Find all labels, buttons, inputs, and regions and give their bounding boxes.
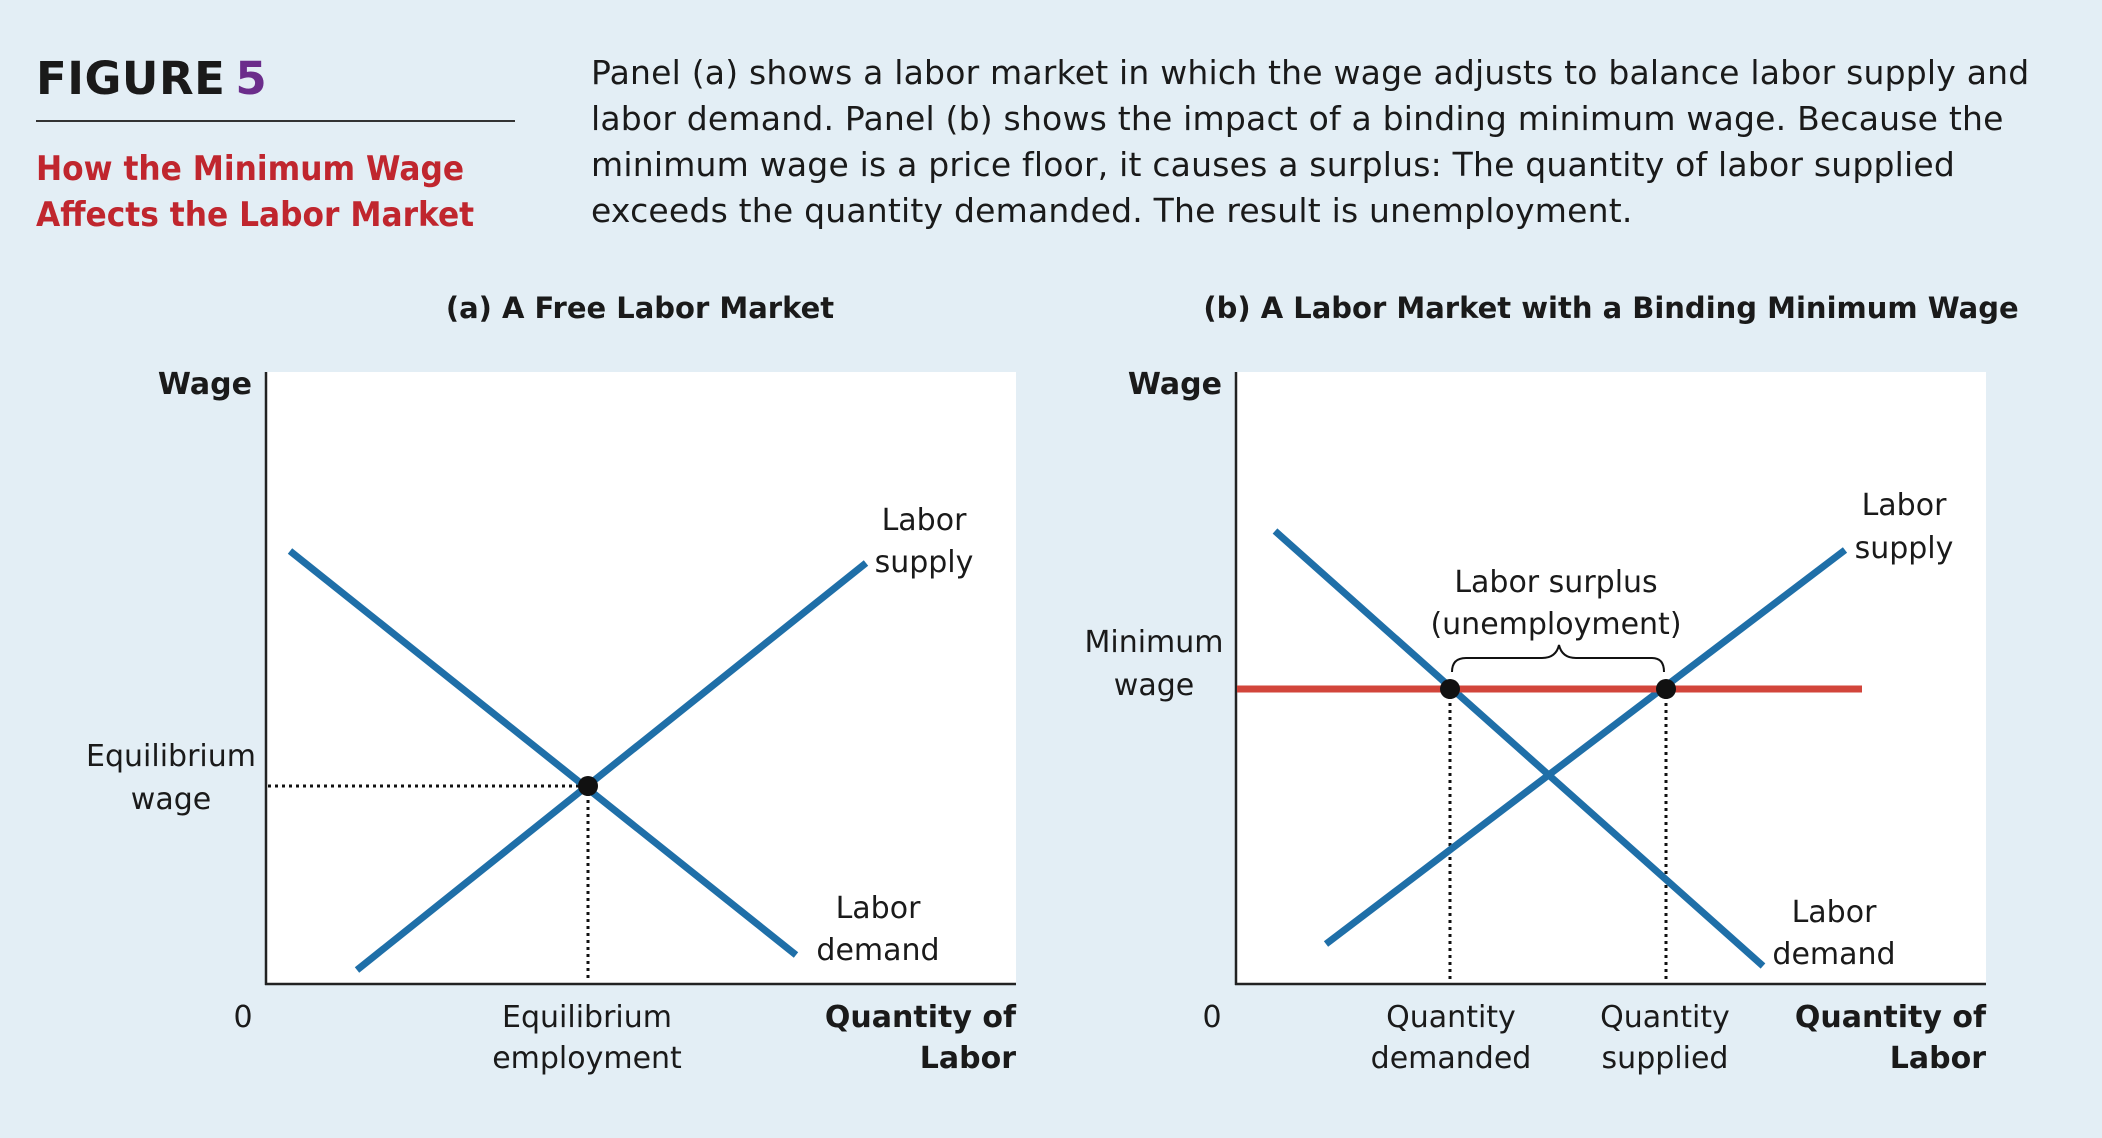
panel-a-eq-employment-label-1: Equilibrium <box>502 1000 672 1035</box>
figure-title: How the Minimum Wage Affects the Labor M… <box>36 146 478 238</box>
panel-a-equilibrium-point <box>578 776 598 796</box>
panel-a-x-axis-label-2: Labor <box>920 1041 1016 1076</box>
figure-number: 5 <box>235 52 268 105</box>
panel-b-y-axis-label: Wage <box>1128 367 1222 402</box>
panel-a-supply-curve <box>354 560 869 973</box>
panel-b-quantity-demanded-point <box>1440 679 1460 699</box>
figure-title-line2: Affects the Labor Market <box>36 195 475 235</box>
panel-a-supply-label-2: supply <box>875 545 974 580</box>
panel-a-x-axis-label-1: Quantity of <box>825 1000 1017 1035</box>
panel-b-demand-curve <box>1272 528 1766 969</box>
panel-a-eq-wage-label-2: wage <box>131 782 211 817</box>
panel-b-qd-label-2: demanded <box>1371 1041 1532 1076</box>
panel-a-eq-wage-label-1: Equilibrium <box>86 739 256 774</box>
figure-label: FIGURE 5 <box>36 52 267 105</box>
panel-a-eq-employment-label-2: employment <box>492 1041 682 1076</box>
panel-b-surplus-label-2: (unemployment) <box>1430 607 1681 642</box>
panel-b-supply-curve <box>1323 547 1848 947</box>
panel-b-supply-label-2: supply <box>1855 531 1954 566</box>
panel-a-supply-label-1: Labor <box>882 503 967 538</box>
panel-b-qd-label-1: Quantity <box>1386 1000 1516 1035</box>
figure-label-text: FIGURE <box>36 52 226 105</box>
panel-b-x-axis-label-1: Quantity of <box>1795 1000 1987 1035</box>
panel-b-surplus-label-1: Labor surplus <box>1454 565 1657 600</box>
panel-b-min-wage-label-1: Minimum <box>1084 625 1223 660</box>
panel-b-qs-label-2: supplied <box>1602 1041 1729 1076</box>
panel-b-origin: 0 <box>1202 1000 1221 1035</box>
panel-b: (b) A Labor Market with a Binding Minimu… <box>1084 291 2018 1076</box>
panel-b-surplus-brace <box>1451 644 1665 673</box>
panel-b-demand-label-1: Labor <box>1792 895 1877 930</box>
panel-a-y-axis-label: Wage <box>158 367 252 402</box>
figure-caption: Panel (a) shows a labor market in which … <box>591 53 2030 230</box>
figure-title-line1: How the Minimum Wage <box>36 149 465 189</box>
panel-a-demand-label-1: Labor <box>836 891 921 926</box>
panel-b-min-wage-label-2: wage <box>1114 668 1194 703</box>
panel-a-plot-area <box>266 372 1016 984</box>
panel-a-title: (a) A Free Labor Market <box>446 291 834 325</box>
panel-a-demand-curve <box>287 548 799 958</box>
panel-a-demand-label-2: demand <box>816 933 939 968</box>
panel-b-quantity-supplied-point <box>1656 679 1676 699</box>
panel-a: (a) A Free Labor Market Wage 0 Quantity … <box>86 291 1017 1076</box>
panel-b-supply-label-1: Labor <box>1862 488 1947 523</box>
panel-b-qs-label-1: Quantity <box>1600 1000 1730 1035</box>
panel-a-origin: 0 <box>233 1000 252 1035</box>
panel-b-title: (b) A Labor Market with a Binding Minimu… <box>1203 291 2018 325</box>
panel-b-demand-label-2: demand <box>1772 937 1895 972</box>
panel-b-x-axis-label-2: Labor <box>1890 1041 1986 1076</box>
header-divider <box>36 120 515 122</box>
panel-b-plot-area <box>1236 372 1986 984</box>
